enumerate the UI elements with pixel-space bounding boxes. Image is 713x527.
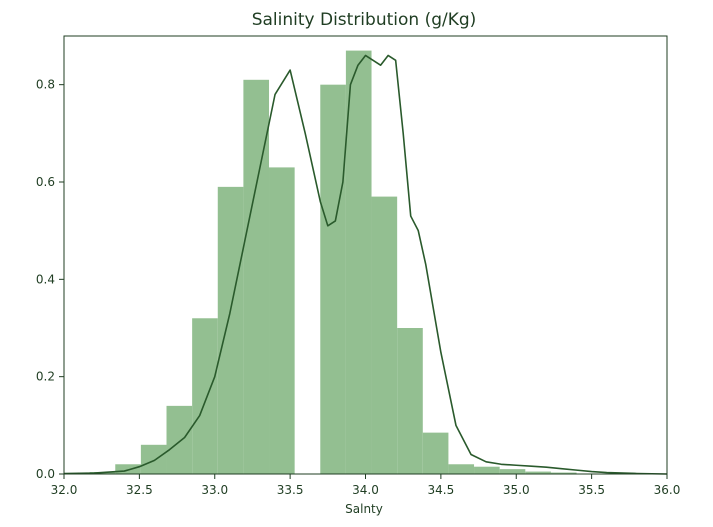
x-tick-label: 33.0 — [201, 483, 228, 497]
y-tick-label: 0.0 — [36, 467, 55, 481]
kde-curve-group — [63, 54, 668, 475]
histogram-bar — [166, 405, 193, 474]
histogram-bar — [115, 464, 141, 474]
histogram-bar — [525, 471, 551, 474]
x-tick-label: 32.0 — [51, 483, 78, 497]
y-tick-label: 0.6 — [36, 175, 55, 189]
kde-line — [63, 54, 668, 475]
y-tick-label: 0.4 — [36, 272, 55, 286]
y-tick-label: 0.8 — [36, 78, 55, 92]
histogram-bar — [269, 167, 295, 474]
y-tick-label: 0.2 — [36, 370, 55, 384]
plot-frame — [63, 35, 668, 475]
histogram-bar — [448, 464, 475, 474]
histogram-bars — [64, 50, 577, 475]
histogram-bar — [474, 466, 500, 474]
histogram-bar — [192, 318, 218, 474]
histogram-bar — [217, 186, 244, 474]
chart-title: Salinity Distribution (g/Kg) — [252, 10, 477, 30]
histogram-bar — [422, 432, 449, 474]
histogram-bar — [397, 328, 423, 474]
y-axis-ticks: 0.0 0.2 0.4 0.6 0.8 — [36, 78, 64, 481]
x-tick-label: 34.0 — [352, 483, 379, 497]
x-axis-label: Salnty — [345, 502, 383, 516]
x-tick-label: 35.0 — [503, 483, 530, 497]
histogram-bar — [320, 84, 346, 475]
histogram-bar — [550, 472, 577, 474]
x-axis-ticks: 32.0 32.5 33.0 33.5 34.0 34.5 35.0 35.5 36.0 — [51, 474, 681, 497]
x-tick-label: 34.5 — [428, 483, 455, 497]
x-tick-label: 33.5 — [277, 483, 304, 497]
x-tick-label: 35.5 — [578, 483, 605, 497]
x-tick-label: 32.5 — [126, 483, 153, 497]
x-tick-label: 36.0 — [654, 483, 681, 497]
histogram-bar — [499, 469, 526, 474]
histogram-bar — [371, 196, 398, 474]
histogram-bar — [345, 50, 372, 474]
histogram-bar — [140, 444, 167, 474]
